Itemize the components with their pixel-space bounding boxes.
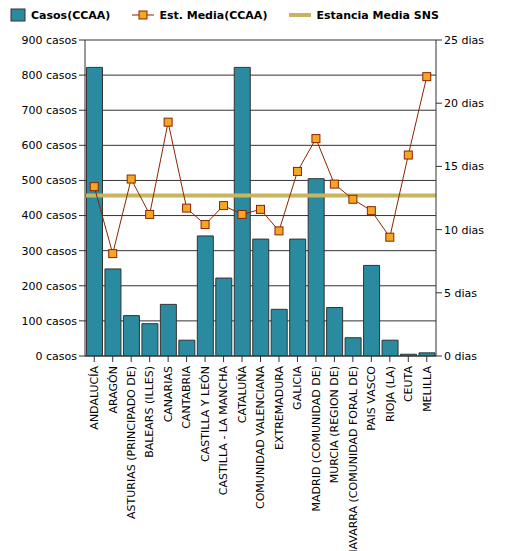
svg-text:CANARIAS: CANARIAS	[162, 366, 175, 422]
svg-text:BALEARS (ILLES): BALEARS (ILLES)	[143, 366, 156, 458]
svg-text:MURCIA (REGION DE): MURCIA (REGION DE)	[328, 366, 341, 483]
svg-text:MADRID (COMUNIDAD DE): MADRID (COMUNIDAD DE)	[310, 366, 323, 511]
svg-text:NAVARRA (COMUNIDAD FORAL DE): NAVARRA (COMUNIDAD FORAL DE)	[347, 366, 360, 551]
svg-text:500 casos: 500 casos	[22, 174, 78, 187]
svg-text:200 casos: 200 casos	[22, 280, 78, 293]
svg-text:20 dias: 20 dias	[444, 97, 484, 110]
svg-text:MELILLA: MELILLA	[421, 366, 434, 412]
svg-text:ANDALUCÍA: ANDALUCÍA	[88, 366, 101, 430]
svg-text:25 dias: 25 dias	[444, 34, 484, 47]
html-text:Est. Media(CCAA): Est. Media(CCAA)	[159, 8, 268, 22]
svg-text:300 casos: 300 casos	[22, 245, 78, 258]
svg-text:5 dias: 5 dias	[444, 287, 477, 300]
svg-text:PAIS VASCO: PAIS VASCO	[365, 366, 378, 431]
svg-text:ASTURIAS (PRINCIPADO DE): ASTURIAS (PRINCIPADO DE)	[125, 366, 138, 519]
svg-text:CATALUÑA: CATALUÑA	[236, 366, 249, 424]
svg-text:0 dias: 0 dias	[444, 350, 477, 363]
svg-text:100 casos: 100 casos	[22, 315, 78, 328]
svg-text:CEUTA: CEUTA	[402, 366, 415, 403]
svg-text:CASTILLA - LA MANCHA: CASTILLA - LA MANCHA	[217, 366, 230, 496]
svg-text:800 casos: 800 casos	[22, 69, 78, 82]
svg-text:400 casos: 400 casos	[22, 209, 78, 222]
svg-text:GALICIA: GALICIA	[291, 366, 304, 410]
html-text:Casos(CCAA): Casos(CCAA)	[31, 8, 111, 22]
svg-text:COMUNIDAD VALENCIANA: COMUNIDAD VALENCIANA	[254, 366, 267, 509]
svg-text:CASTILLA Y LEÓN: CASTILLA Y LEÓN	[199, 366, 212, 462]
svg-text:15 dias: 15 dias	[444, 160, 484, 173]
svg-text:CANTABRIA: CANTABRIA	[180, 366, 193, 429]
svg-text:EXTREMADURA: EXTREMADURA	[273, 366, 286, 450]
svg-text:900 casos: 900 casos	[22, 34, 78, 47]
svg-text:10 dias: 10 dias	[444, 224, 484, 237]
svg-text:700 casos: 700 casos	[22, 104, 78, 117]
svg-text:ARAGÓN: ARAGÓN	[107, 366, 120, 413]
svg-text:RIOJA (LA): RIOJA (LA)	[384, 366, 397, 422]
svg-text:600 casos: 600 casos	[22, 139, 78, 152]
svg-text:0 casos: 0 casos	[36, 350, 78, 363]
html-text:Estancia Media SNS: Estancia Media SNS	[316, 8, 439, 22]
